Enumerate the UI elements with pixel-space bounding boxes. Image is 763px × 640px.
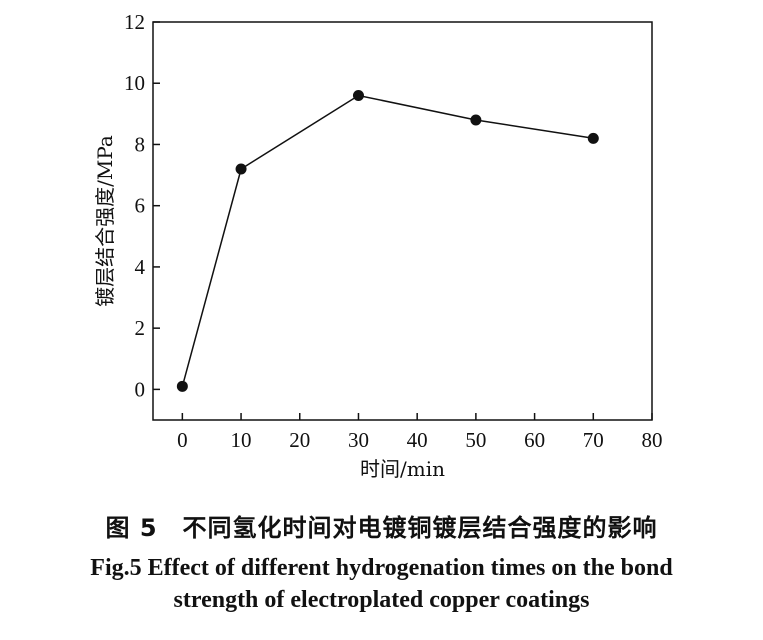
x-tick-label: 40 <box>407 428 428 452</box>
data-point <box>470 114 482 126</box>
y-tick-label: 0 <box>135 377 146 401</box>
y-tick-label: 6 <box>135 194 146 218</box>
x-tick-label: 70 <box>583 428 604 452</box>
x-axis-title: 时间/min <box>360 457 445 481</box>
y-tick-label: 12 <box>124 10 145 34</box>
figure-caption-chinese: 图 5 不同氢化时间对电镀铜镀层结合强度的影响 <box>105 514 658 542</box>
y-tick-label: 4 <box>135 255 146 279</box>
y-axis-title: 镀层结合强度/MPa <box>93 135 117 307</box>
data-point <box>352 89 364 101</box>
y-tick-label: 10 <box>124 71 145 95</box>
figure-caption-english-line-2: strength of electroplated copper coating… <box>173 587 590 613</box>
y-tick-label: 8 <box>135 132 146 156</box>
figure-caption-english: Fig.5 Effect of different hydrogenation … <box>0 552 763 616</box>
data-point <box>235 163 247 175</box>
y-tick-label: 2 <box>135 316 146 340</box>
x-tick-label: 60 <box>524 428 545 452</box>
x-tick-label: 50 <box>465 428 486 452</box>
x-tick-label: 20 <box>289 428 310 452</box>
x-tick-label: 30 <box>348 428 369 452</box>
line-chart: 0 10 20 30 40 50 60 70 80 0 2 4 6 8 10 12 时间/min 镀层结合强… <box>93 10 663 481</box>
figure-caption-english-line-1: Fig.5 Effect of different hydrogenation … <box>90 555 673 581</box>
data-points <box>176 89 599 392</box>
x-tick-label: 0 <box>177 428 188 452</box>
plot-frame <box>152 21 653 421</box>
series-line <box>181 94 594 387</box>
data-point <box>176 380 188 392</box>
x-tick-label: 80 <box>642 428 663 452</box>
x-axis-ticks: 0 10 20 30 40 50 60 70 80 <box>177 413 663 452</box>
y-axis-ticks: 0 2 4 6 8 10 12 <box>124 10 160 401</box>
data-point <box>587 132 599 144</box>
x-tick-label: 10 <box>231 428 252 452</box>
